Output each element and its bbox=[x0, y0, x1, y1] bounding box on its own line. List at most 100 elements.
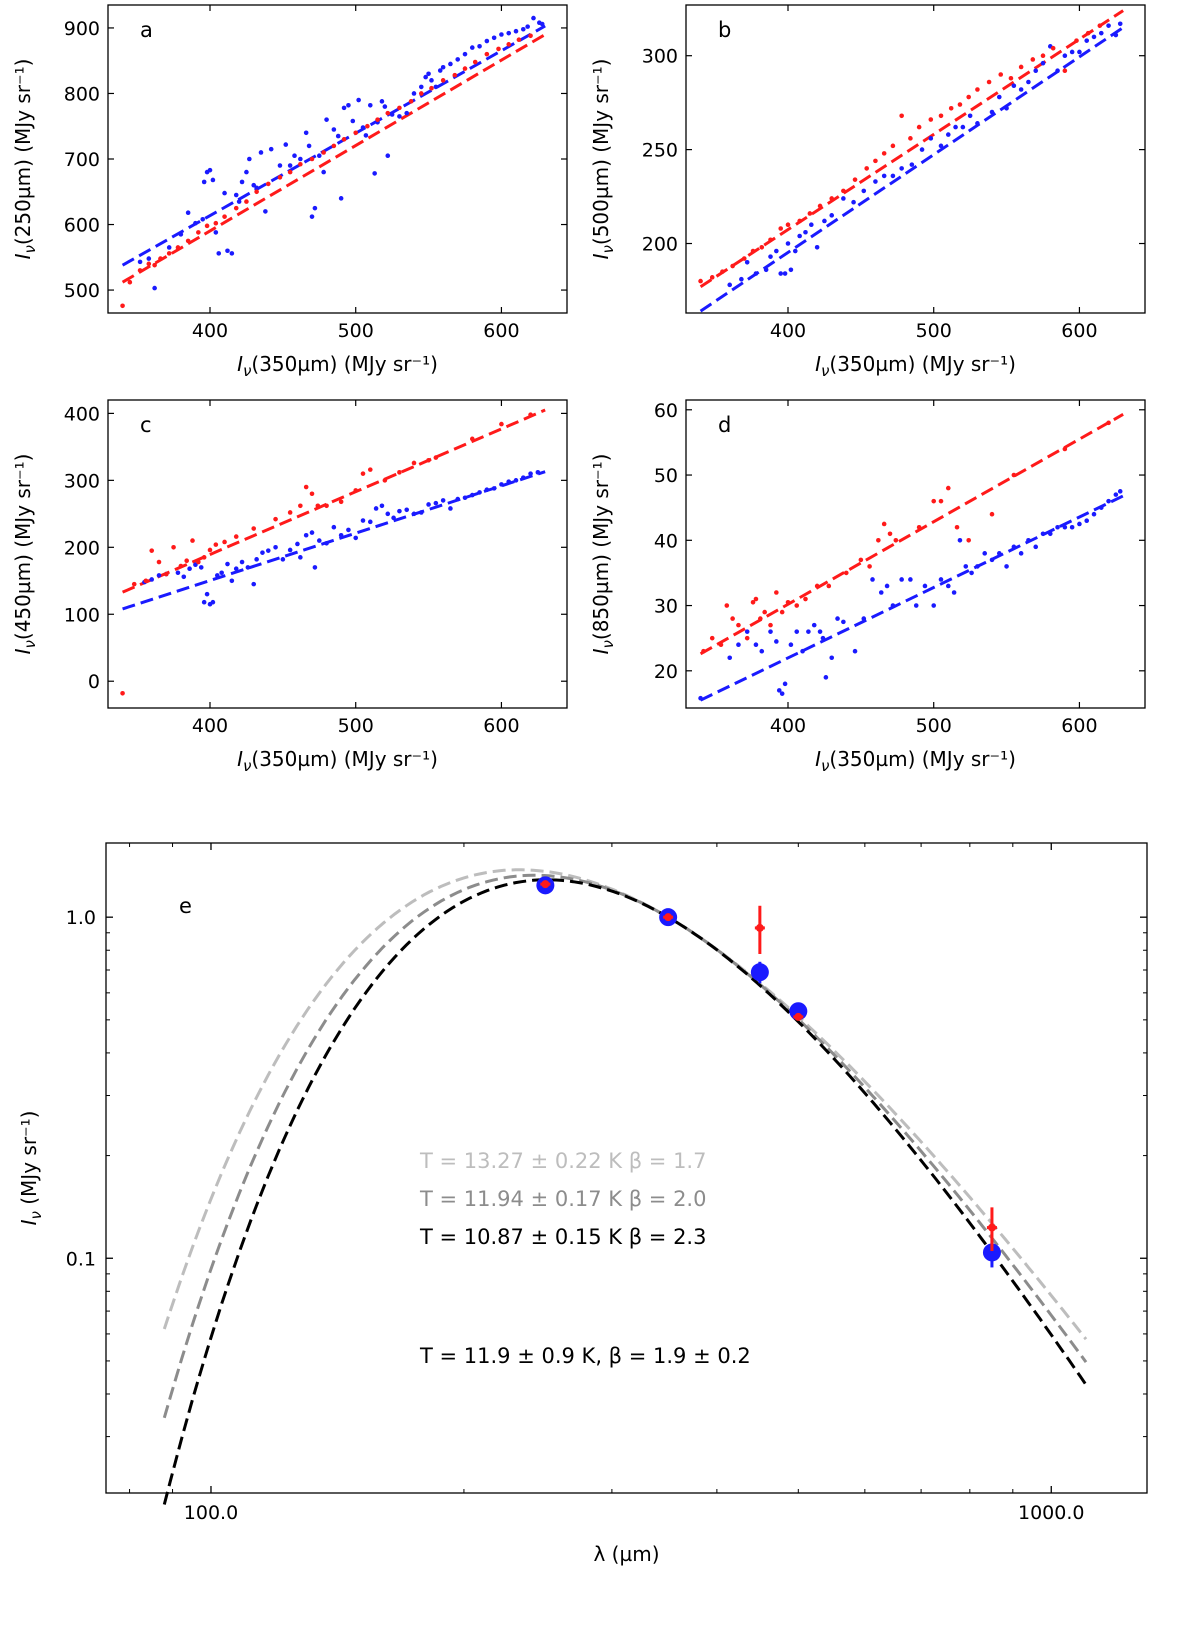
data-point-red bbox=[287, 169, 293, 175]
data-point-blue bbox=[1091, 511, 1097, 517]
data-point-blue bbox=[909, 162, 915, 167]
data-point-blue bbox=[469, 45, 475, 50]
data-point-blue bbox=[778, 271, 784, 276]
data-point-blue bbox=[263, 209, 268, 214]
data-point-blue bbox=[1069, 49, 1075, 55]
data-point-blue bbox=[1069, 524, 1075, 530]
data-point-blue bbox=[277, 163, 283, 168]
y-axis-label: Iν(500µm) (MJy sr⁻¹) bbox=[589, 59, 617, 260]
data-point-red bbox=[1074, 38, 1079, 43]
data-point-blue bbox=[367, 102, 373, 108]
data-point-blue bbox=[982, 551, 988, 556]
data-point-red bbox=[365, 123, 370, 129]
data-point-blue bbox=[753, 271, 759, 276]
data-point-red bbox=[397, 105, 402, 111]
data-point-red bbox=[418, 91, 424, 96]
plot-frame bbox=[107, 4, 568, 314]
data-point-blue bbox=[324, 117, 329, 122]
data-point-blue bbox=[287, 547, 293, 553]
data-point-red bbox=[873, 158, 878, 164]
data-point-red bbox=[528, 412, 533, 418]
data-point-red bbox=[785, 599, 791, 605]
data-point-blue bbox=[146, 256, 152, 261]
data-point-red bbox=[185, 238, 191, 244]
data-point-blue bbox=[440, 498, 446, 503]
x-tick-label: 500 bbox=[916, 320, 952, 342]
data-point-blue bbox=[996, 94, 1002, 100]
data-point-blue bbox=[744, 629, 750, 634]
data-point-blue bbox=[265, 548, 271, 553]
data-point-red bbox=[331, 143, 337, 149]
data-point-blue bbox=[806, 629, 811, 634]
data-point-blue bbox=[244, 169, 249, 175]
data-point-blue bbox=[198, 565, 204, 570]
data-point-blue bbox=[287, 163, 293, 168]
data-point-blue bbox=[809, 222, 814, 228]
data-point-red bbox=[701, 648, 706, 654]
data-point-blue bbox=[440, 64, 446, 70]
data-point-red bbox=[768, 237, 773, 243]
data-point-blue bbox=[360, 125, 366, 130]
data-point-blue bbox=[861, 616, 867, 621]
data-point-red bbox=[758, 616, 763, 621]
data-point-blue bbox=[312, 565, 318, 570]
data-point-blue bbox=[774, 639, 779, 644]
data-point-red bbox=[797, 218, 802, 224]
data-point-blue bbox=[928, 136, 934, 141]
data-point-blue bbox=[298, 156, 303, 162]
data-point-blue bbox=[881, 173, 887, 179]
y-tick-label: 0 bbox=[88, 671, 100, 693]
x-axis-label: Iν(350µm) (MJy sr⁻¹) bbox=[237, 747, 438, 775]
data-point-blue bbox=[1084, 38, 1090, 43]
y-axis-label: Iν(850µm) (MJy sr⁻¹) bbox=[589, 454, 617, 655]
data-point-blue bbox=[437, 68, 443, 73]
data-point-red bbox=[516, 37, 522, 43]
data-point-blue bbox=[418, 84, 424, 90]
data-point-blue bbox=[513, 478, 519, 483]
data-point-red bbox=[196, 230, 201, 235]
data-point-red bbox=[382, 478, 388, 483]
data-point-red bbox=[938, 498, 944, 504]
data-point-blue bbox=[207, 167, 213, 173]
data-point-blue bbox=[829, 213, 835, 218]
data-point-blue bbox=[385, 153, 391, 159]
y-tick-label: 300 bbox=[64, 470, 100, 492]
data-point-blue bbox=[433, 500, 439, 506]
data-point-blue bbox=[841, 619, 846, 625]
x-tick-label: 400 bbox=[192, 715, 228, 737]
data-point-blue bbox=[295, 541, 300, 547]
data-point-blue bbox=[1084, 518, 1090, 524]
data-point-blue bbox=[975, 564, 980, 569]
data-point-blue bbox=[254, 557, 259, 562]
data-point-blue bbox=[309, 214, 315, 219]
red-measurement bbox=[987, 1223, 996, 1232]
data-point-red bbox=[938, 113, 944, 119]
data-point-blue bbox=[794, 629, 800, 634]
data-point-red bbox=[779, 609, 785, 615]
data-point-blue bbox=[788, 267, 794, 273]
data-point-red bbox=[876, 537, 881, 543]
data-point-blue bbox=[341, 105, 347, 111]
data-point-blue bbox=[201, 179, 207, 185]
data-point-blue bbox=[233, 192, 239, 198]
data-point-blue bbox=[389, 112, 395, 117]
data-point-blue bbox=[426, 71, 431, 77]
data-point-red bbox=[353, 130, 359, 136]
data-point-red bbox=[143, 578, 149, 584]
data-point-red bbox=[966, 537, 971, 543]
data-point-blue bbox=[967, 113, 973, 119]
data-point-blue bbox=[1113, 492, 1119, 497]
data-point-blue bbox=[535, 470, 541, 475]
data-point-blue bbox=[251, 581, 257, 587]
data-point-blue bbox=[181, 574, 187, 580]
data-point-red bbox=[709, 635, 715, 641]
y-tick-label: 20 bbox=[654, 661, 678, 683]
data-point-red bbox=[945, 485, 951, 491]
data-point-blue bbox=[321, 169, 326, 175]
data-point-red bbox=[385, 110, 391, 116]
data-point-red bbox=[411, 460, 417, 466]
data-point-blue bbox=[1055, 524, 1060, 530]
panel-letter: a bbox=[140, 18, 153, 42]
data-point-blue bbox=[884, 583, 890, 589]
data-point-blue bbox=[455, 496, 461, 502]
